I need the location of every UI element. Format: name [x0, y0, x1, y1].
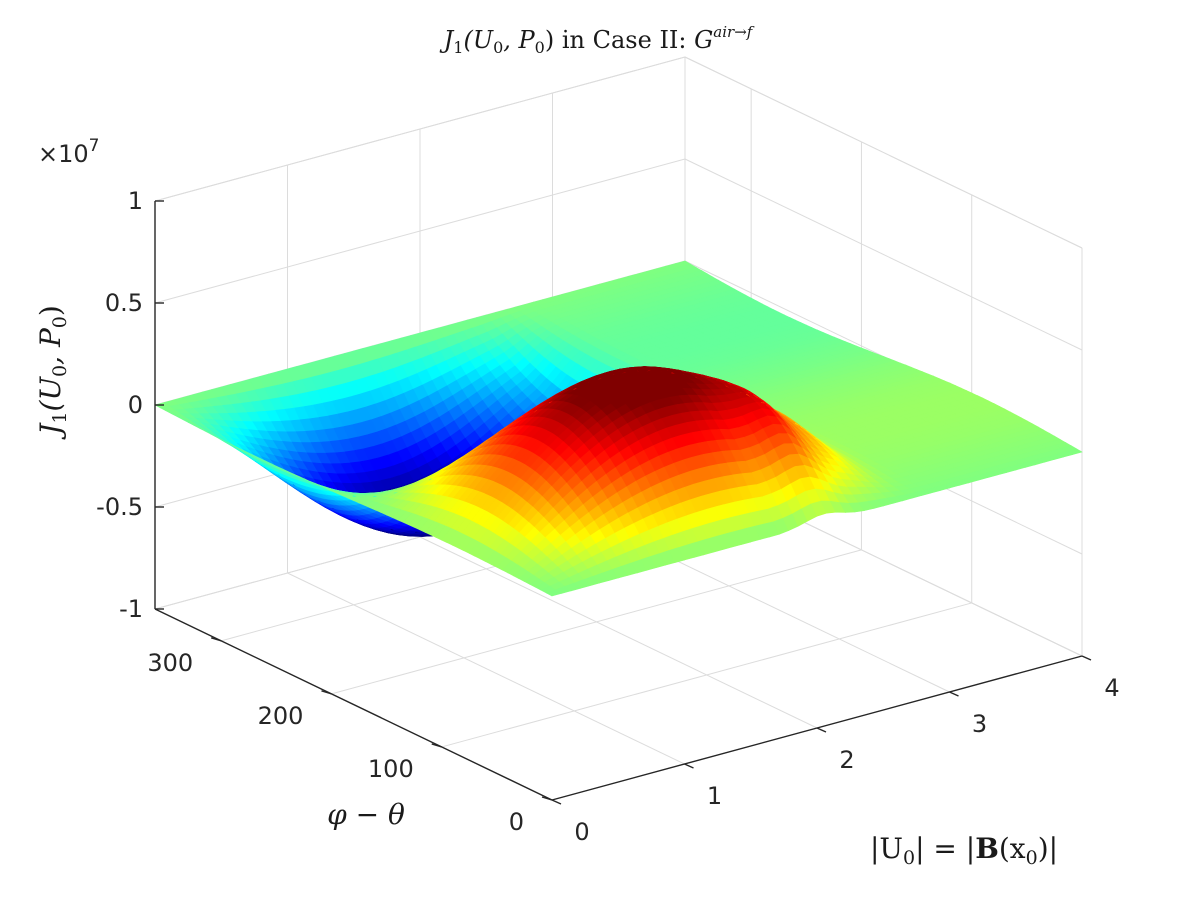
box-edge	[154, 56, 686, 202]
box-edge	[684, 56, 1083, 249]
x-tick	[816, 727, 827, 733]
x-tick-label: 1	[707, 782, 722, 810]
chart-title: J1(U0, P0) in Case II: Gair→f	[439, 23, 755, 57]
x-tick	[949, 691, 959, 697]
x-tick-label: 2	[839, 746, 854, 774]
grid-line	[684, 158, 1083, 351]
x-tick	[684, 763, 694, 769]
y-tick-label: 100	[368, 755, 414, 783]
y-axis-label: φ − θ	[327, 798, 405, 831]
y-tick	[431, 743, 442, 748]
grid-line	[441, 602, 972, 748]
y-axis-line	[154, 608, 553, 801]
x-tick	[551, 799, 562, 805]
y-tick	[210, 637, 222, 642]
y-tick	[321, 690, 332, 695]
y-tick-label: 200	[258, 702, 304, 730]
axes-lines	[154, 200, 1092, 805]
surface	[154, 260, 1083, 597]
y-tick-label: 0	[509, 808, 524, 836]
z-tick-label: -0.5	[96, 493, 143, 521]
z-multiplier: ×107	[38, 136, 99, 168]
tick-labels: 0 1 2 3 4 0 100 200 300-1 -0.5 0 0.5 1	[96, 187, 1119, 846]
x-axis-label: |U0| = |B(x0)|	[870, 832, 1058, 869]
z-tick-label: 1	[128, 187, 143, 215]
x-tick-label: 0	[574, 818, 589, 846]
x-tick-label: 3	[972, 710, 987, 738]
z-tick-label: 0.5	[105, 289, 143, 317]
z-axis-label: J1(U0, P0)	[34, 305, 71, 440]
x-tick	[1081, 655, 1092, 661]
z-tick-label: 0	[128, 391, 143, 419]
y-tick-label: 300	[147, 649, 193, 677]
y-tick	[541, 796, 553, 801]
grid-line	[331, 549, 862, 695]
grid-line	[154, 158, 686, 304]
surface-patch	[1066, 448, 1083, 455]
x-tick-label: 4	[1104, 674, 1119, 702]
z-tick-label: -1	[119, 595, 143, 623]
